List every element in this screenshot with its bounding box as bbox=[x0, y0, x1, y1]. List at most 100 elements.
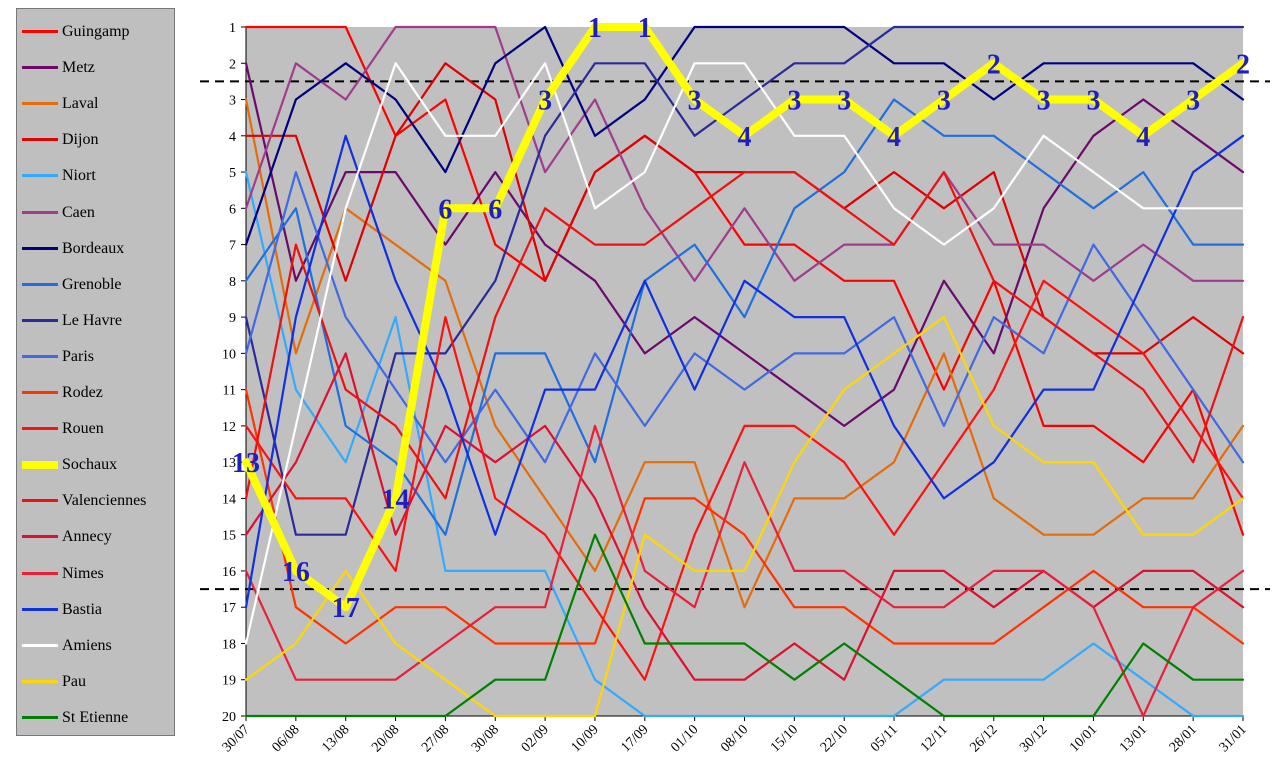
y-tick-label: 4 bbox=[229, 130, 236, 145]
legend-swatch bbox=[22, 318, 58, 322]
legend-item-bastia: Bastia bbox=[17, 591, 176, 627]
legend-item-guingamp: Guingamp bbox=[17, 13, 176, 49]
legend-swatch bbox=[22, 643, 58, 647]
legend-item-dijon: Dijon bbox=[17, 121, 176, 157]
rank-annotation: 14 bbox=[382, 484, 410, 515]
y-tick-label: 7 bbox=[229, 239, 236, 254]
legend-item-grenoble: Grenoble bbox=[17, 266, 176, 302]
y-tick-label: 19 bbox=[222, 674, 236, 689]
legend-item-valenciennes: Valenciennes bbox=[17, 482, 176, 518]
legend-item-paris: Paris bbox=[17, 338, 176, 374]
legend-label: Guingamp bbox=[62, 23, 130, 40]
legend-swatch bbox=[22, 391, 58, 394]
x-tick-label: 30/08 bbox=[469, 722, 502, 755]
legend-item-laval: Laval bbox=[17, 85, 176, 121]
legend-label: St Etienne bbox=[62, 708, 129, 726]
series-line-nimes bbox=[244, 424, 1245, 718]
x-tick-label: 31/01 bbox=[1217, 722, 1250, 755]
series-line-caen bbox=[244, 25, 1245, 282]
y-tick-label: 16 bbox=[222, 565, 236, 580]
legend-item-metz: Metz bbox=[17, 49, 176, 85]
x-tick-label: 28/01 bbox=[1167, 722, 1200, 755]
legend-label: Le Havre bbox=[62, 311, 122, 329]
series-line-pau bbox=[244, 316, 1245, 718]
y-tick-label: 10 bbox=[222, 347, 236, 362]
x-tick-label: 01/10 bbox=[668, 722, 701, 755]
x-tick-label: 30/07 bbox=[220, 722, 253, 755]
legend-swatch bbox=[22, 715, 58, 719]
x-tick-label: 20/08 bbox=[369, 722, 402, 755]
legend-swatch bbox=[22, 30, 58, 33]
x-tick-label: 13/01 bbox=[1117, 722, 1150, 755]
series-line-bastia bbox=[244, 134, 1245, 609]
rank-annotation: 3 bbox=[787, 86, 801, 117]
x-tick-label: 26/12 bbox=[967, 722, 1000, 755]
legend-label: Laval bbox=[62, 95, 99, 113]
y-tick-label: 13 bbox=[222, 456, 236, 471]
legend-label: Niort bbox=[62, 167, 96, 185]
y-tick-label: 8 bbox=[229, 275, 236, 290]
series-line-bordeaux bbox=[244, 25, 1245, 246]
rank-annotation: 3 bbox=[937, 86, 951, 117]
x-tick-label: 05/11 bbox=[868, 722, 901, 755]
x-tick-label: 27/08 bbox=[419, 722, 452, 755]
legend-item-rodez: Rodez bbox=[17, 374, 176, 410]
rank-annotation: 17 bbox=[332, 593, 360, 624]
y-tick-label: 3 bbox=[229, 94, 236, 109]
rank-annotation: 1 bbox=[588, 13, 602, 44]
series-line-amiens bbox=[244, 62, 1245, 645]
y-tick-label: 9 bbox=[229, 311, 236, 326]
y-tick-label: 18 bbox=[222, 637, 236, 652]
y-tick-label: 6 bbox=[229, 202, 236, 217]
legend-swatch bbox=[22, 102, 58, 106]
legend-label: Grenoble bbox=[62, 275, 122, 293]
legend-label: Amiens bbox=[62, 636, 112, 654]
legend-swatch bbox=[22, 282, 58, 286]
y-tick-label: 11 bbox=[223, 384, 236, 399]
series-line-rodez bbox=[244, 388, 1245, 645]
y-tick-label: 14 bbox=[222, 492, 236, 507]
rank-annotation: 2 bbox=[1236, 49, 1250, 80]
legend-item-caen: Caen bbox=[17, 194, 176, 230]
series-line-st-etienne bbox=[244, 533, 1245, 718]
highlight-series bbox=[242, 23, 1247, 612]
rank-annotation: 3 bbox=[837, 86, 851, 117]
series-lines bbox=[244, 25, 1245, 718]
x-tick-label: 13/08 bbox=[319, 722, 352, 755]
legend-item-nimes: Nimes bbox=[17, 555, 176, 591]
y-tick-label: 1 bbox=[229, 21, 236, 36]
rank-annotation: 3 bbox=[1086, 86, 1100, 117]
rank-annotation: 2 bbox=[987, 49, 1001, 80]
x-axis: 30/07 06/08 13/08 20/08 27/08 30/08 02/09 10/09… bbox=[220, 715, 1250, 755]
rank-annotation: 13 bbox=[232, 448, 260, 479]
legend-item-sochaux: Sochaux bbox=[17, 446, 176, 482]
legend-item-amiens: Amiens bbox=[17, 627, 176, 663]
rank-annotation: 3 bbox=[688, 86, 702, 117]
legend-label: Metz bbox=[62, 59, 95, 77]
legend-swatch bbox=[22, 174, 58, 178]
legend-item-st-etienne: St Etienne bbox=[17, 699, 176, 735]
legend-label: Bastia bbox=[62, 600, 102, 618]
x-tick-label: 30/12 bbox=[1017, 722, 1050, 755]
legend-swatch bbox=[22, 138, 58, 142]
legend-label: Sochaux bbox=[62, 456, 118, 474]
y-tick-label: 12 bbox=[222, 420, 236, 435]
x-tick-label: 08/10 bbox=[718, 722, 751, 755]
legend-swatch bbox=[22, 66, 58, 70]
legend-item-pau: Pau bbox=[17, 663, 176, 699]
rank-annotation: 3 bbox=[1186, 86, 1200, 117]
rank-annotation: 6 bbox=[488, 194, 502, 225]
rank-annotation: 3 bbox=[538, 86, 552, 117]
legend-swatch bbox=[22, 354, 58, 358]
legend-item-niort: Niort bbox=[17, 157, 176, 193]
legend-label: Bordeaux bbox=[62, 239, 125, 257]
legend-item-le-havre: Le Havre bbox=[17, 302, 176, 338]
rank-annotation: 6 bbox=[438, 194, 452, 225]
legend-label: Valenciennes bbox=[62, 492, 147, 510]
legend-item-rouen: Rouen bbox=[17, 410, 176, 446]
legend-swatch bbox=[22, 571, 58, 575]
x-tick-label: 12/11 bbox=[918, 722, 951, 755]
legend-label: Pau bbox=[62, 672, 86, 690]
x-tick-label: 10/01 bbox=[1067, 722, 1100, 755]
